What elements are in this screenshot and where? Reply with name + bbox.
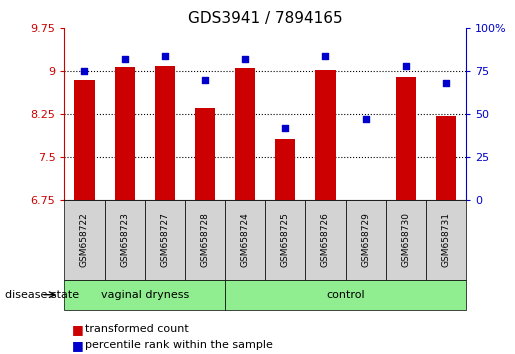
Point	[80, 68, 89, 74]
Bar	[436, 116, 456, 200]
Point	[402, 63, 410, 69]
Text: GSM658728: GSM658728	[200, 212, 210, 267]
Point	[121, 56, 129, 62]
Bar	[114, 67, 134, 200]
Bar	[396, 77, 416, 200]
Bar	[154, 65, 175, 200]
Text: GSM658729: GSM658729	[361, 212, 370, 267]
Title: GDS3941 / 7894165: GDS3941 / 7894165	[188, 11, 342, 26]
Point	[161, 53, 169, 59]
Text: transformed count: transformed count	[85, 324, 188, 334]
Text: GSM658730: GSM658730	[401, 212, 410, 267]
Point	[241, 56, 249, 62]
Bar	[74, 80, 94, 200]
Point	[321, 53, 330, 59]
Point	[201, 77, 209, 83]
Text: GSM658731: GSM658731	[441, 212, 451, 267]
Text: GSM658722: GSM658722	[80, 212, 89, 267]
Text: GSM658723: GSM658723	[120, 212, 129, 267]
Bar	[195, 108, 215, 200]
Point	[442, 80, 450, 86]
Text: ■: ■	[72, 323, 84, 336]
Point	[362, 116, 370, 122]
Bar	[355, 200, 375, 204]
Bar	[275, 139, 295, 200]
Text: ■: ■	[72, 339, 84, 352]
Text: GSM658726: GSM658726	[321, 212, 330, 267]
Text: GSM658725: GSM658725	[281, 212, 290, 267]
Text: GSM658724: GSM658724	[241, 212, 250, 267]
Text: GSM658727: GSM658727	[160, 212, 169, 267]
Bar	[315, 69, 335, 200]
Bar	[235, 68, 255, 200]
Point	[281, 125, 289, 131]
Text: disease state: disease state	[5, 290, 79, 300]
Text: vaginal dryness: vaginal dryness	[100, 290, 189, 300]
Text: percentile rank within the sample: percentile rank within the sample	[85, 340, 273, 350]
Text: control: control	[327, 290, 365, 300]
